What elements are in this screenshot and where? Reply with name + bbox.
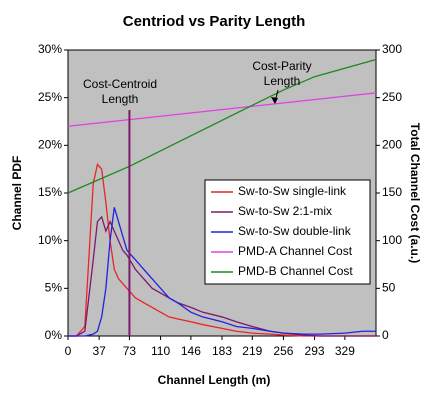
y-tick-label: 30% <box>38 42 62 56</box>
x-tick-label: 293 <box>305 344 325 358</box>
annotation: Cost-Centroid <box>83 77 157 91</box>
legend-label: Sw-to-Sw single-link <box>238 184 347 198</box>
x-tick-label: 146 <box>181 344 201 358</box>
annotation: Length <box>264 74 301 88</box>
y2-tick-label: 300 <box>382 42 402 56</box>
series-line <box>68 207 376 337</box>
y2-tick-label: 250 <box>382 90 402 104</box>
y-tick-label: 20% <box>38 138 62 152</box>
x-tick-label: 110 <box>151 344 170 358</box>
y2-tick-label: 0 <box>382 328 389 342</box>
y-axis-label: Channel PDF <box>10 156 24 231</box>
y2-tick-label: 50 <box>382 281 396 295</box>
y-tick-label: 10% <box>38 233 62 247</box>
series-line <box>67 92 377 127</box>
y-tick-label: 25% <box>38 90 62 104</box>
annotation: Length <box>102 92 139 106</box>
x-tick-label: 183 <box>212 344 232 358</box>
x-tick-label: 37 <box>92 344 106 358</box>
legend-label: Sw-to-Sw double-link <box>238 224 352 238</box>
x-tick-label: 256 <box>273 344 293 358</box>
series-line <box>68 163 376 337</box>
legend-label: Sw-to-Sw 2:1-mix <box>238 204 332 218</box>
y2-tick-label: 100 <box>382 233 402 247</box>
annotation: Cost-Parity <box>252 59 311 73</box>
chart-title: Centriod vs Parity Length <box>123 13 306 30</box>
y2-tick-label: 150 <box>382 185 402 199</box>
x-axis-label: Channel Length (m) <box>158 373 271 387</box>
y2-tick-label: 200 <box>382 138 402 152</box>
x-tick-label: 329 <box>335 344 355 358</box>
y-tick-label: 15% <box>38 185 62 199</box>
y2-axis-label: Total Channel Cost (a.u.) <box>408 123 422 263</box>
y-tick-label: 0% <box>45 328 63 342</box>
legend-label: PMD-A Channel Cost <box>238 244 353 258</box>
legend-label: PMD-B Channel Cost <box>238 264 353 278</box>
annotation-arrowhead <box>271 97 278 104</box>
x-tick-label: 73 <box>123 344 137 358</box>
x-tick-label: 219 <box>242 344 262 358</box>
y-tick-label: 5% <box>45 281 63 295</box>
x-tick-label: 0 <box>65 344 72 358</box>
